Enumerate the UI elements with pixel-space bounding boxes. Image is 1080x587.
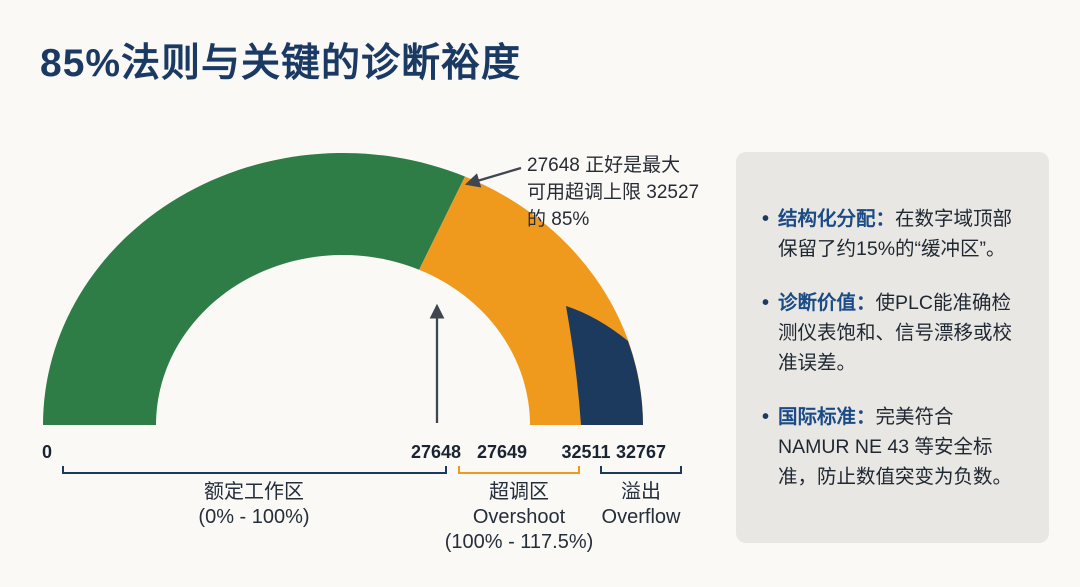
bracket-rated-zone [62, 466, 447, 474]
insight-item-diagnostic-value: • 诊断价值：使PLC能准确检测仪表饱和、信号漂移或校准误差。 [762, 288, 1023, 378]
caption-overflow-line-2: Overflow [601, 506, 681, 528]
callout-line-2: 可用超调上限 32527 [527, 182, 700, 203]
callout-text: 27648 正好是最大 可用超调上限 32527 的 85% [527, 152, 699, 233]
insight-text: 结构化分配：在数字域顶部保留了约15%的“缓冲区”。 [778, 204, 1023, 264]
caption-rated-line-1: 额定工作区 [204, 481, 304, 503]
bullet-icon: • [762, 405, 770, 428]
insight-item-structured-allocation: • 结构化分配：在数字域顶部保留了约15%的“缓冲区”。 [762, 204, 1023, 264]
bracket-overflow-zone [600, 466, 682, 474]
insight-term: 诊断价值： [778, 291, 876, 314]
caption-overshoot-line-2: Overshoot [472, 506, 566, 528]
tick-label-32767: 32767 [615, 442, 667, 462]
insight-text: 国际标准：完美符合 NAMUR NE 43 等安全标准，防止数值突变为负数。 [778, 402, 1023, 492]
gauge-segment-0 [43, 152, 465, 425]
caption-overshoot-line-1: 超调区 [489, 481, 549, 503]
insight-term: 国际标准： [778, 405, 876, 428]
caption-overshoot-line-3: (100% - 117.5%) [444, 531, 594, 553]
bracket-overshoot-zone [458, 466, 580, 474]
insight-body: 使PLC能准确检测仪表饱和、信号漂移或校准误差。 [778, 291, 1013, 374]
tick-label-32511: 32511 [561, 442, 611, 462]
tick-label-0: 0 [41, 442, 53, 462]
caption-overshoot-zone: 超调区 Overshoot (100% - 117.5%) [419, 480, 619, 555]
insight-text: 诊断价值：使PLC能准确检测仪表饱和、信号漂移或校准误差。 [778, 288, 1023, 378]
callout-line-3: 的 85% [527, 209, 590, 230]
insight-term: 结构化分配： [778, 207, 896, 230]
tick-label-27648: 27648 [410, 442, 462, 462]
insights-card: • 结构化分配：在数字域顶部保留了约15%的“缓冲区”。 • 诊断价值：使PLC… [736, 152, 1049, 543]
insight-body: 在数字域顶部保留了约15%的“缓冲区”。 [778, 207, 1013, 260]
bullet-icon: • [762, 207, 770, 230]
caption-overflow-zone: 溢出 Overflow [561, 480, 721, 530]
tick-label-27649: 27649 [476, 442, 528, 462]
callout-line-1: 27648 正好是最大 [527, 155, 681, 176]
insight-item-international-standard: • 国际标准：完美符合 NAMUR NE 43 等安全标准，防止数值突变为负数。 [762, 402, 1023, 492]
caption-rated-line-2: (0% - 100%) [198, 506, 310, 528]
caption-rated-zone: 额定工作区 (0% - 100%) [104, 480, 404, 530]
gauge-segment-2 [566, 306, 643, 425]
caption-overflow-line-1: 溢出 [621, 481, 661, 503]
bullet-icon: • [762, 291, 770, 314]
callout-arrow-icon [464, 166, 522, 188]
insight-body: 完美符合 NAMUR NE 43 等安全标准，防止数值突变为负数。 [778, 405, 1013, 488]
page-title: 85%法则与关键的诊断裕度 [40, 42, 522, 85]
